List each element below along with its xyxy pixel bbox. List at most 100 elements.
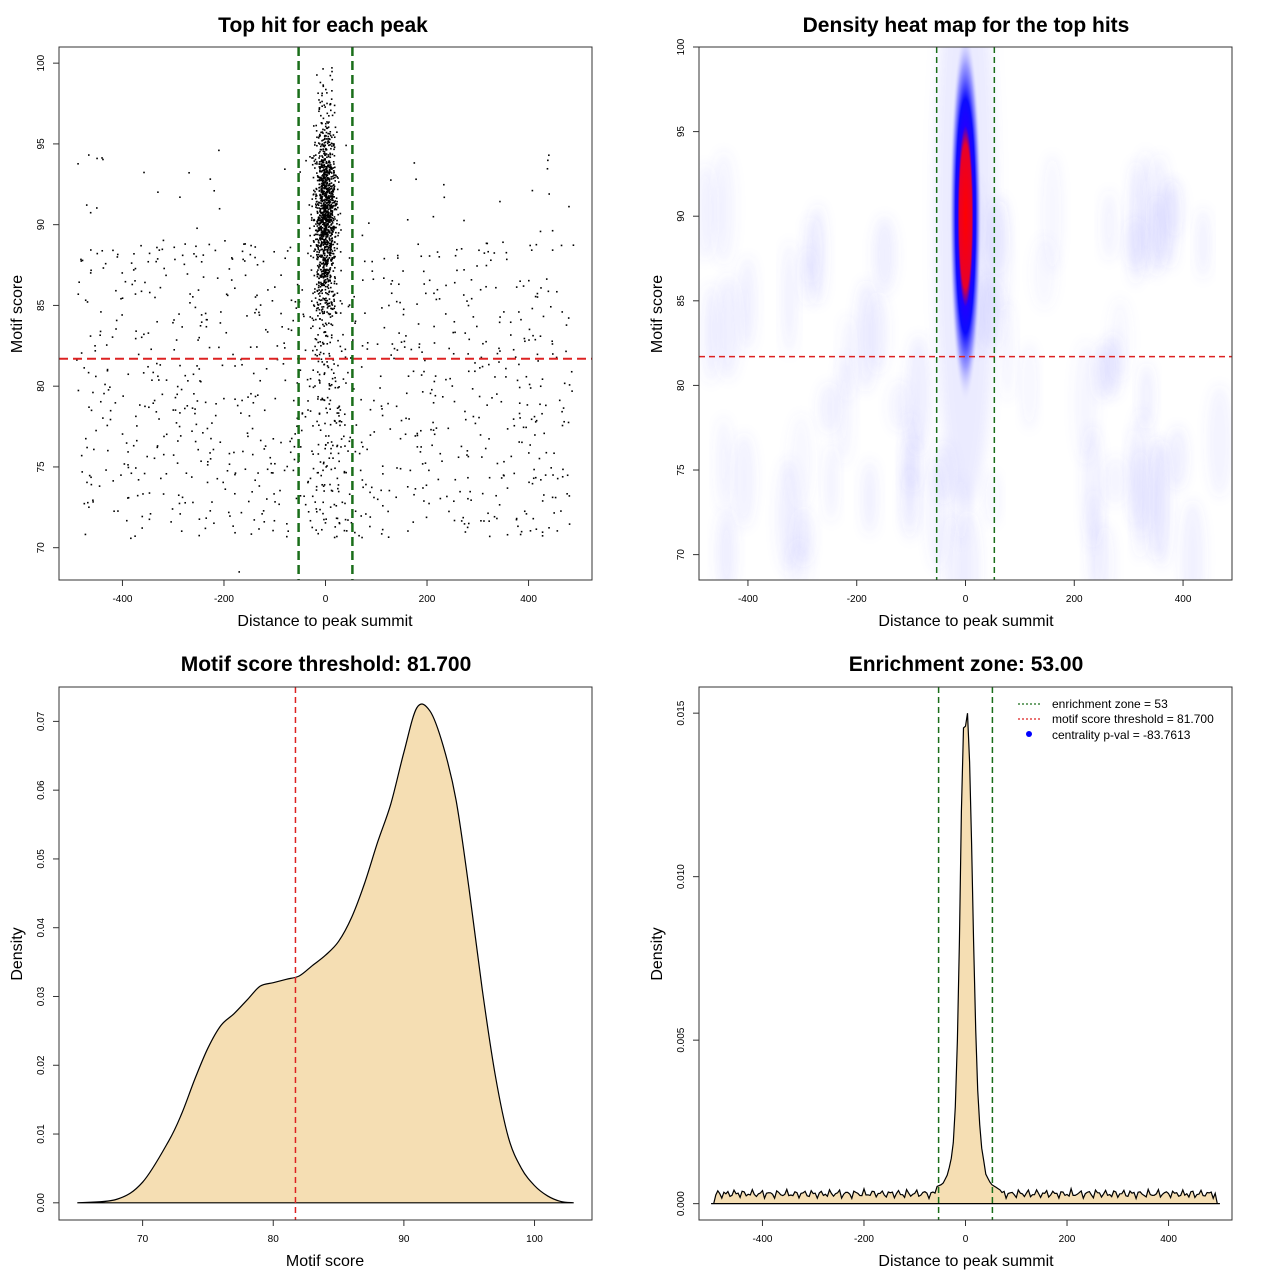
scatter-point — [312, 467, 315, 470]
scatter-point — [338, 405, 341, 408]
scatter-point — [95, 429, 97, 432]
scatter-point — [330, 237, 333, 240]
scatter-point — [236, 404, 239, 407]
scatter-point — [109, 418, 112, 421]
scatter-point — [293, 458, 296, 461]
scatter-point — [323, 169, 326, 171]
scatter-point — [438, 256, 441, 258]
scatter-point — [172, 321, 174, 324]
scatter-point — [309, 245, 312, 247]
scatter-point — [319, 351, 322, 354]
scatter-point — [209, 510, 212, 512]
scatter-point — [77, 293, 80, 295]
scatter-point — [331, 114, 334, 117]
scatter-point — [330, 187, 333, 189]
scatter-point — [333, 104, 336, 107]
scatter-point — [316, 179, 319, 182]
scatter-point — [315, 489, 318, 491]
scatter-point — [325, 174, 328, 176]
scatter-point — [329, 408, 331, 410]
scatter-point — [423, 500, 425, 502]
scatter-point — [333, 148, 335, 151]
scatter-point — [330, 192, 333, 195]
scatter-point — [121, 272, 124, 274]
scatter-point — [327, 247, 330, 249]
scatter-point — [327, 280, 330, 283]
scatter-point — [414, 488, 417, 490]
scatter-point — [173, 319, 175, 321]
scatter-point — [314, 141, 316, 144]
scatter-point — [324, 192, 327, 195]
scatter-point — [366, 348, 369, 350]
scatter-point — [265, 367, 268, 370]
scatter-point — [541, 500, 544, 502]
scatter-point — [380, 533, 383, 535]
scatter-point — [318, 189, 321, 192]
scatter-point — [556, 290, 558, 293]
dist-y-tick-label: 0.005 — [676, 1027, 687, 1052]
scatter-point — [452, 352, 455, 355]
scatter-point — [205, 517, 208, 519]
scatter-point — [317, 453, 320, 455]
scatter-point — [312, 369, 315, 371]
scatter-point — [327, 207, 329, 209]
scatter-point — [140, 244, 142, 247]
scatter-point — [452, 331, 455, 334]
scatter-point — [325, 217, 328, 219]
scatter-point — [327, 246, 330, 248]
scatter-point — [88, 154, 90, 156]
score-density-plot-frame — [58, 686, 593, 1221]
score-y-tick-label: 0.00 — [36, 1193, 47, 1213]
scatter-point — [272, 529, 274, 532]
scatter-point — [464, 418, 467, 421]
scatter-point — [292, 319, 295, 322]
scatter-point — [312, 453, 314, 455]
scatter-point — [323, 331, 325, 334]
scatter-point — [83, 502, 86, 505]
scatter-point — [320, 179, 323, 181]
scatter-point — [311, 157, 313, 159]
scatter-point — [318, 298, 321, 301]
scatter-point — [326, 274, 329, 276]
scatter-point — [335, 231, 337, 234]
scatter-point — [295, 307, 298, 309]
dist-y-tick-label: 0.000 — [676, 1191, 687, 1216]
scatter-point — [250, 392, 252, 395]
scatter-point — [329, 206, 331, 209]
scatter-point — [453, 281, 456, 284]
scatter-point — [319, 461, 322, 463]
scatter-point — [336, 477, 339, 480]
score-y-tick-label: 0.06 — [36, 780, 47, 800]
scatter-point — [333, 227, 336, 229]
scatter-point — [498, 361, 500, 363]
scatter-point — [90, 249, 92, 251]
dist-x-tick-label: 0 — [963, 1234, 969, 1245]
scatter-point — [330, 171, 332, 174]
scatter-point — [323, 187, 326, 190]
scatter-point — [542, 315, 545, 318]
scatter-point — [337, 452, 340, 455]
scatter-point — [323, 207, 325, 210]
scatter-point — [326, 277, 329, 280]
heatmap-haze-blob — [1139, 362, 1154, 430]
scatter-point — [322, 261, 325, 264]
scatter-point — [321, 105, 323, 108]
scatter-point — [328, 225, 331, 228]
scatter-point — [347, 305, 350, 308]
heatmap-haze-blob — [739, 256, 756, 351]
scatter-point — [83, 367, 86, 369]
scatter-point — [566, 474, 569, 477]
scatter-point — [324, 185, 326, 188]
scatter-point — [318, 183, 321, 186]
scatter-point — [317, 273, 320, 276]
scatter-point — [496, 393, 498, 395]
scatter-point — [540, 479, 542, 481]
scatter-point — [471, 388, 474, 390]
scatter-point — [515, 286, 518, 288]
heatmap-haze-blob — [1101, 189, 1117, 262]
scatter-point — [369, 408, 372, 411]
scatter-point — [259, 439, 262, 442]
heatmap-haze-blob — [716, 416, 731, 512]
scatter-point — [319, 166, 322, 168]
scatter-point — [371, 270, 374, 272]
